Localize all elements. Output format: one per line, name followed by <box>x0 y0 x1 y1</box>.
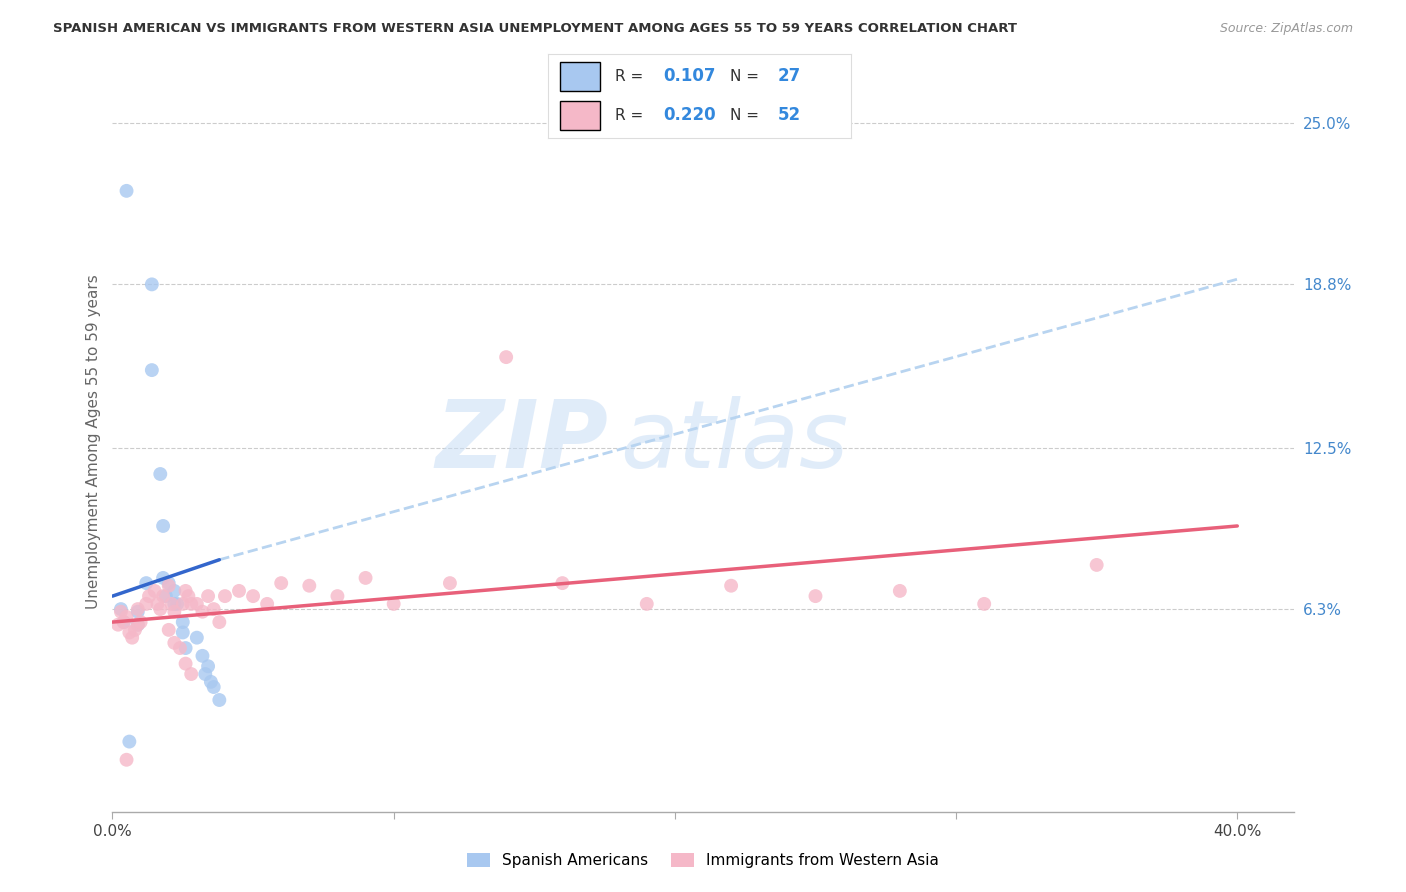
Point <box>973 597 995 611</box>
Text: N =: N = <box>730 69 763 84</box>
Point <box>270 576 292 591</box>
Point <box>115 610 138 624</box>
Point <box>127 617 149 632</box>
Point <box>191 648 214 663</box>
Point <box>110 605 132 619</box>
Point <box>208 693 231 707</box>
Text: R =: R = <box>614 108 648 123</box>
Point <box>157 579 180 593</box>
Point <box>149 467 172 481</box>
Point <box>149 602 172 616</box>
Point <box>138 589 160 603</box>
Text: 27: 27 <box>778 68 801 86</box>
Point <box>174 657 197 671</box>
Point <box>135 576 157 591</box>
Point <box>200 674 222 689</box>
Point <box>180 667 202 681</box>
Point <box>214 589 236 603</box>
Point <box>152 519 174 533</box>
Text: 52: 52 <box>778 106 801 124</box>
Point <box>155 589 177 603</box>
Point <box>208 615 231 629</box>
Point <box>172 597 194 611</box>
FancyBboxPatch shape <box>561 101 600 130</box>
Point <box>172 625 194 640</box>
Point <box>152 571 174 585</box>
Point <box>160 597 183 611</box>
Point <box>804 589 827 603</box>
Text: atlas: atlas <box>620 396 849 487</box>
Text: ZIP: ZIP <box>436 395 609 488</box>
Point <box>118 734 141 748</box>
Point <box>174 641 197 656</box>
Point <box>202 602 225 616</box>
Point <box>174 583 197 598</box>
Text: N =: N = <box>730 108 763 123</box>
Point <box>180 597 202 611</box>
Point <box>135 597 157 611</box>
Point <box>191 605 214 619</box>
Point <box>163 597 186 611</box>
Y-axis label: Unemployment Among Ages 55 to 59 years: Unemployment Among Ages 55 to 59 years <box>86 274 101 609</box>
Text: 0.220: 0.220 <box>664 106 716 124</box>
Point <box>298 579 321 593</box>
Point <box>141 363 163 377</box>
Point <box>157 623 180 637</box>
FancyBboxPatch shape <box>561 62 600 91</box>
Point <box>354 571 377 585</box>
Point <box>177 589 200 603</box>
Point <box>112 615 135 629</box>
Point <box>197 659 219 673</box>
Point <box>110 602 132 616</box>
Point <box>127 605 149 619</box>
Point <box>141 277 163 292</box>
Point <box>121 631 143 645</box>
Text: Source: ZipAtlas.com: Source: ZipAtlas.com <box>1219 22 1353 36</box>
Point <box>115 753 138 767</box>
Point <box>186 597 208 611</box>
Point <box>197 589 219 603</box>
Point <box>124 623 146 637</box>
Point <box>889 583 911 598</box>
Point <box>495 350 517 364</box>
Point <box>186 631 208 645</box>
Point <box>118 625 141 640</box>
Point <box>228 583 250 598</box>
Point <box>107 617 129 632</box>
Point <box>146 597 169 611</box>
Point <box>129 615 152 629</box>
Point <box>326 589 349 603</box>
Text: SPANISH AMERICAN VS IMMIGRANTS FROM WESTERN ASIA UNEMPLOYMENT AMONG AGES 55 TO 5: SPANISH AMERICAN VS IMMIGRANTS FROM WEST… <box>53 22 1018 36</box>
Text: R =: R = <box>614 69 648 84</box>
Point <box>163 636 186 650</box>
Point <box>382 597 405 611</box>
Point <box>194 667 217 681</box>
Point <box>163 583 186 598</box>
Point <box>169 641 191 656</box>
Text: 0.107: 0.107 <box>664 68 716 86</box>
Point <box>720 579 742 593</box>
Point <box>551 576 574 591</box>
Point <box>1085 558 1108 572</box>
Point <box>166 597 188 611</box>
Point <box>127 617 149 632</box>
Point <box>439 576 461 591</box>
Point <box>115 184 138 198</box>
Point <box>202 680 225 694</box>
Point <box>143 583 166 598</box>
Point <box>172 615 194 629</box>
Point <box>157 576 180 591</box>
Point <box>256 597 278 611</box>
Point <box>112 615 135 629</box>
Point <box>242 589 264 603</box>
Point <box>636 597 658 611</box>
Point <box>127 602 149 616</box>
Legend: Spanish Americans, Immigrants from Western Asia: Spanish Americans, Immigrants from Weste… <box>461 847 945 874</box>
Point <box>163 605 186 619</box>
Point <box>152 589 174 603</box>
